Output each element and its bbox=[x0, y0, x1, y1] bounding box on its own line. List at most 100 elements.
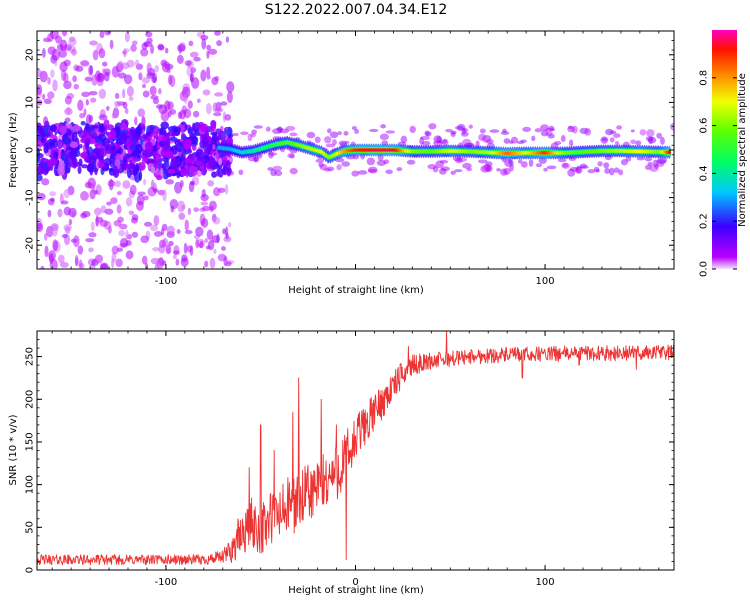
heatmap-cell bbox=[56, 139, 64, 149]
heatmap-cell bbox=[41, 161, 48, 168]
heatmap-cell bbox=[461, 127, 467, 135]
ridge-cell bbox=[570, 150, 574, 155]
heatmap-cell bbox=[436, 136, 442, 144]
heatmap-cell bbox=[47, 209, 52, 218]
heatmap-cell bbox=[151, 76, 157, 83]
heatmap-cell bbox=[128, 136, 134, 148]
heatmap-cell bbox=[613, 167, 620, 173]
heatmap-cell bbox=[217, 187, 226, 193]
heatmap-cell bbox=[71, 125, 81, 132]
ridge-cell bbox=[524, 151, 528, 155]
heatmap-cell bbox=[135, 143, 143, 154]
ridge-cell bbox=[567, 150, 571, 155]
ridge-cell bbox=[422, 149, 426, 154]
heatmap-cell bbox=[105, 149, 115, 155]
heatmap-cell bbox=[218, 130, 227, 141]
heatmap-cell bbox=[125, 250, 134, 260]
heatmap-cell bbox=[88, 90, 98, 96]
heatmap-cell bbox=[176, 229, 181, 234]
heatmap-cell bbox=[40, 265, 45, 269]
heatmap-cell bbox=[209, 205, 214, 213]
heatmap-cell bbox=[212, 216, 221, 225]
heatmap-cell bbox=[91, 182, 95, 193]
heatmap-cell bbox=[220, 101, 228, 106]
heatmap-cell bbox=[122, 180, 131, 189]
heatmap-cell bbox=[192, 122, 196, 132]
ridge-cell bbox=[428, 149, 433, 154]
heatmap-cell bbox=[183, 93, 188, 104]
heatmap-cell bbox=[468, 124, 473, 129]
heatmap-cell bbox=[268, 152, 278, 156]
heatmap-cell bbox=[206, 50, 210, 59]
y-tick-label: -10 bbox=[25, 189, 36, 205]
heatmap-cell bbox=[49, 191, 57, 197]
heatmap-cell bbox=[111, 245, 119, 255]
heatmap-cell bbox=[509, 163, 514, 172]
heatmap-cell bbox=[616, 125, 623, 130]
heatmap-cell bbox=[214, 107, 224, 113]
heatmap-cell bbox=[218, 157, 223, 166]
heatmap-cell bbox=[385, 169, 393, 175]
ridge-cell bbox=[342, 149, 346, 153]
heatmap-cell bbox=[88, 247, 94, 253]
heatmap-cell bbox=[115, 138, 123, 145]
heatmap-cell bbox=[128, 210, 135, 216]
colorbar-tick-label: 0.0 bbox=[699, 261, 710, 277]
ridge-cell bbox=[574, 150, 578, 155]
heatmap-cell bbox=[618, 169, 624, 176]
heatmap-cell bbox=[214, 75, 220, 82]
ridge-cell bbox=[360, 148, 364, 152]
ridge-cell bbox=[394, 148, 399, 153]
heatmap-cell bbox=[154, 64, 160, 73]
ridge-cell bbox=[615, 149, 619, 153]
heatmap-cell bbox=[400, 135, 408, 144]
heatmap-cell bbox=[90, 97, 97, 103]
ridge-cell bbox=[588, 149, 592, 154]
heatmap-cell bbox=[122, 88, 126, 99]
ridge-cell bbox=[417, 149, 421, 154]
ridge-cell bbox=[381, 148, 385, 152]
ridge-cell bbox=[499, 151, 503, 155]
colorbar-gradient bbox=[712, 30, 737, 269]
ridge-cell bbox=[410, 149, 414, 154]
heatmap-cell bbox=[205, 245, 211, 250]
heatmap-cell bbox=[48, 157, 58, 167]
ridge-cell bbox=[378, 148, 383, 152]
heatmap-cell bbox=[200, 69, 207, 82]
heatmap-cell bbox=[508, 158, 513, 165]
heatmap-cell bbox=[225, 261, 232, 267]
heatmap-cell bbox=[477, 159, 488, 164]
ridge-cell bbox=[622, 149, 626, 153]
ridge-cell bbox=[388, 148, 392, 152]
heatmap-cell bbox=[129, 184, 137, 195]
heatmap-cell bbox=[528, 159, 534, 167]
heatmap-cell bbox=[52, 239, 59, 252]
heatmap-cell bbox=[92, 49, 99, 61]
heatmap-cell bbox=[123, 74, 133, 85]
heatmap-cell bbox=[99, 219, 109, 227]
heatmap-cell bbox=[75, 65, 84, 72]
ridge-cell bbox=[590, 149, 594, 154]
heatmap-cell bbox=[164, 150, 174, 159]
ridge-cell bbox=[576, 150, 581, 154]
heatmap-cell bbox=[454, 169, 463, 173]
heatmap-cell bbox=[166, 247, 171, 254]
heatmap-cell bbox=[195, 226, 204, 237]
ridge-cell bbox=[472, 149, 476, 154]
ridge-cell bbox=[620, 149, 624, 153]
heatmap-cell bbox=[80, 191, 89, 201]
heatmap-cell bbox=[155, 104, 163, 109]
y-tick-label: 20 bbox=[25, 48, 36, 61]
heatmap-cell bbox=[366, 157, 376, 166]
x-tick-label: 100 bbox=[536, 276, 555, 287]
heatmap-cell bbox=[228, 222, 232, 228]
heatmap-cell bbox=[450, 170, 456, 175]
heatmap-cell bbox=[62, 136, 72, 145]
heatmap-cell bbox=[450, 131, 456, 137]
heatmap-cell bbox=[99, 31, 105, 39]
ridge-cell bbox=[376, 148, 380, 152]
heatmap-cell bbox=[639, 129, 647, 136]
heatmap-cell bbox=[518, 159, 523, 164]
heatmap-cell bbox=[439, 159, 449, 164]
heatmap-cell bbox=[149, 224, 159, 232]
